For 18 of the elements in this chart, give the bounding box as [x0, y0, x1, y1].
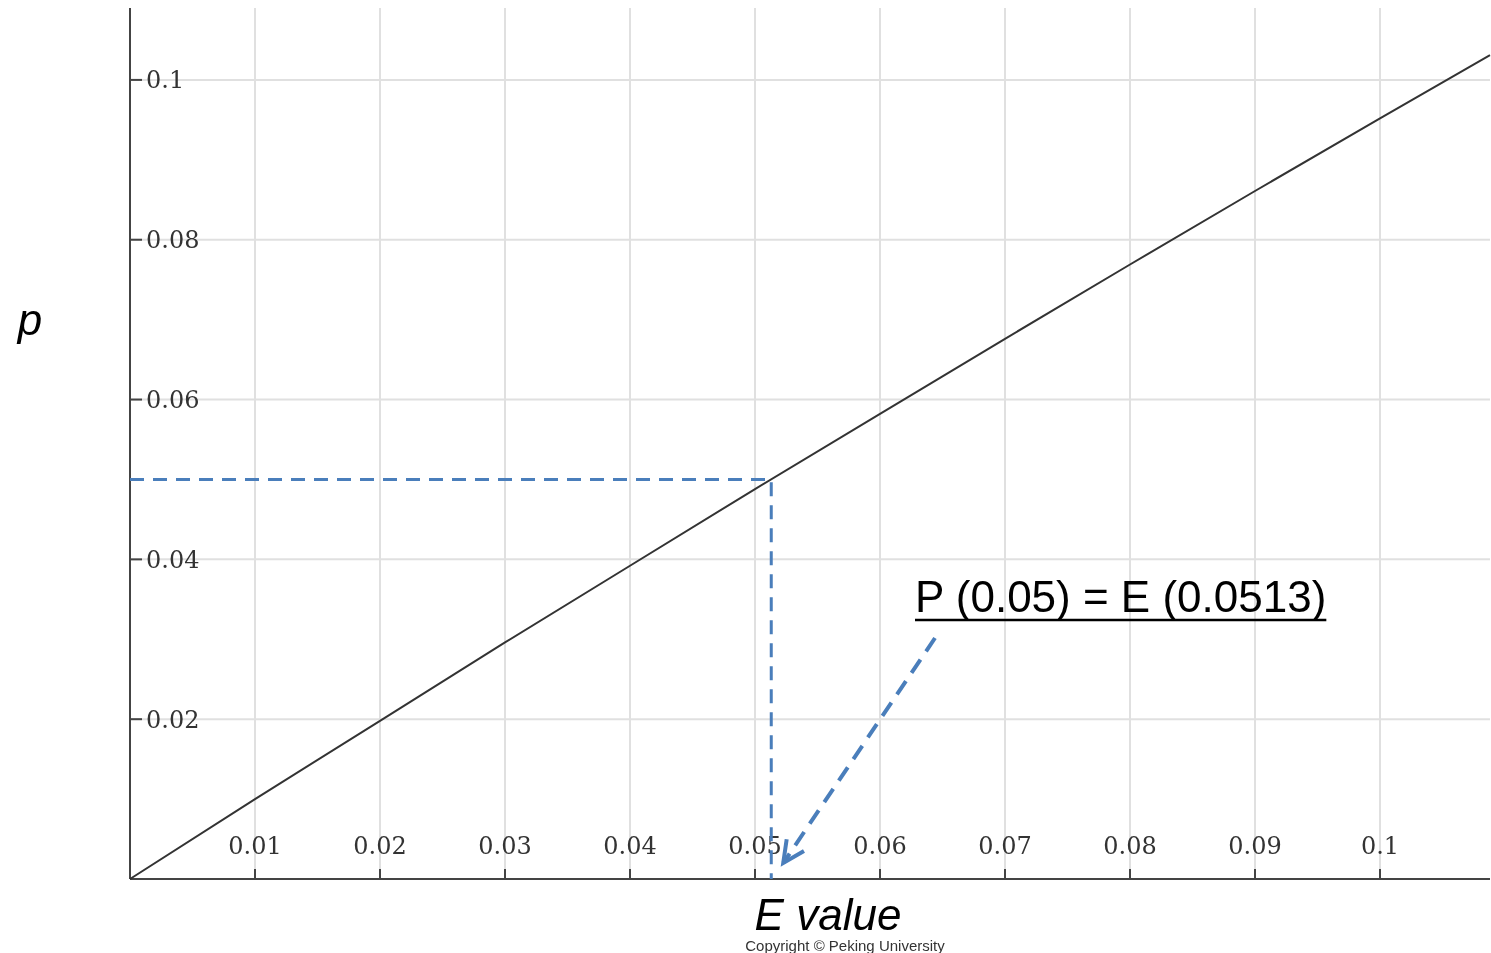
x-tick-label: 0.04 [603, 832, 657, 860]
y-tick-label: 0.1 [146, 66, 185, 95]
x-axis-title: E value [754, 890, 902, 939]
y-tick-label: 0.06 [146, 385, 200, 414]
y-tick-label: 0.02 [146, 705, 200, 734]
x-tick-label: 0.01 [228, 832, 282, 860]
y-axis-title: p [15, 295, 43, 345]
y-tick-label: 0.08 [146, 226, 200, 255]
x-tick-label: 0.05 [728, 832, 782, 860]
x-tick-label: 0.02 [353, 832, 407, 860]
x-tick-label: 0.08 [1103, 832, 1157, 860]
annotation: P (0.05) = E (0.0513) [915, 572, 1327, 621]
x-tick-label: 0.03 [478, 832, 532, 860]
x-tick-label: 0.07 [978, 832, 1032, 860]
x-tick-label: 0.06 [853, 832, 907, 860]
x-tick-label: 0.1 [1360, 832, 1400, 860]
x-tick-label: 0.09 [1228, 832, 1282, 860]
y-tick-label: 0.04 [146, 545, 200, 574]
